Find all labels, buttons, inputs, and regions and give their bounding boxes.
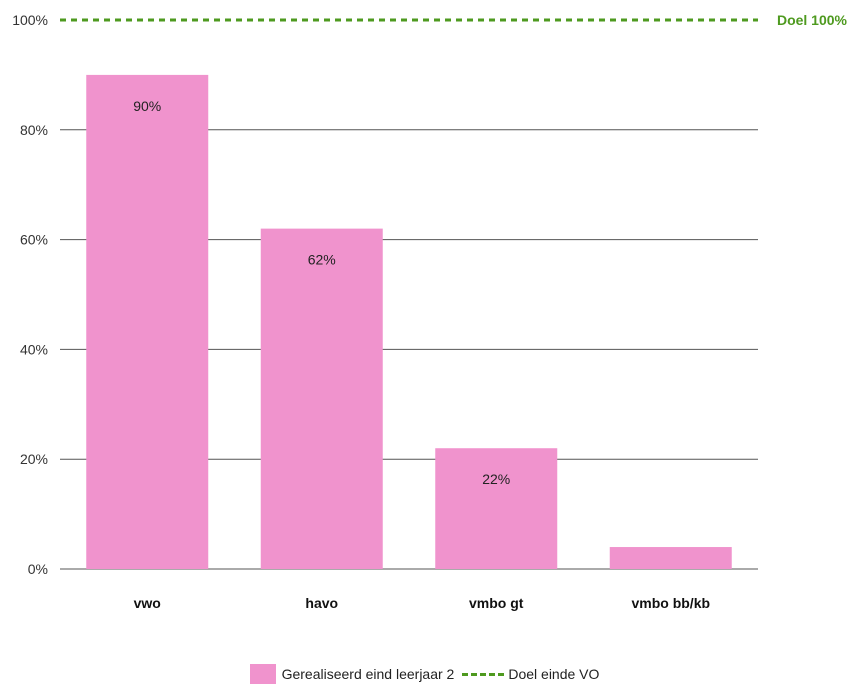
bar-vwo (86, 74, 209, 570)
bar-havo (260, 228, 383, 569)
category-label: vmbo gt (469, 595, 524, 611)
y-tick-label: 0% (28, 561, 48, 577)
y-tick-label: 60% (20, 232, 48, 248)
y-tick-label: 40% (20, 341, 48, 357)
data-label: 62% (308, 252, 336, 268)
target-line-group: Doel 100% (60, 12, 848, 28)
bars (86, 74, 732, 570)
legend-series-label: Gerealiseerd eind leerjaar 2 (281, 666, 455, 682)
legend-item-target: Doel einde VO (462, 666, 599, 682)
bar-vmbo-gt (435, 448, 558, 569)
y-axis-ticks: 0% 20% 40% 60% 80% 100% (12, 12, 48, 577)
data-label: 90% (133, 98, 161, 114)
bar-chart: 0% 20% 40% 60% 80% 100% 90% 62% 22% vwo havo vmbo… (12, 12, 848, 611)
category-labels: vwo havo vmbo gt vmbo bb/kb (134, 595, 710, 611)
y-tick-label: 20% (20, 451, 48, 467)
target-label: Doel 100% (777, 12, 848, 28)
legend: Gerealiseerd eind leerjaar 2 Doel einde … (0, 663, 849, 685)
legend-swatch-dashed-line (462, 672, 505, 676)
category-label: vmbo bb/kb (631, 595, 710, 611)
legend-swatch-bar (249, 664, 276, 684)
category-label: havo (305, 595, 338, 611)
bar-vmbo-bb-kb (609, 547, 732, 569)
category-label: vwo (134, 595, 161, 611)
legend-target-label: Doel einde VO (508, 666, 600, 682)
data-labels: 90% 62% 22% (133, 98, 510, 487)
y-tick-label: 100% (12, 12, 48, 28)
data-label: 22% (482, 471, 510, 487)
y-tick-label: 80% (20, 122, 48, 138)
legend-item-series: Gerealiseerd eind leerjaar 2 (249, 664, 455, 684)
